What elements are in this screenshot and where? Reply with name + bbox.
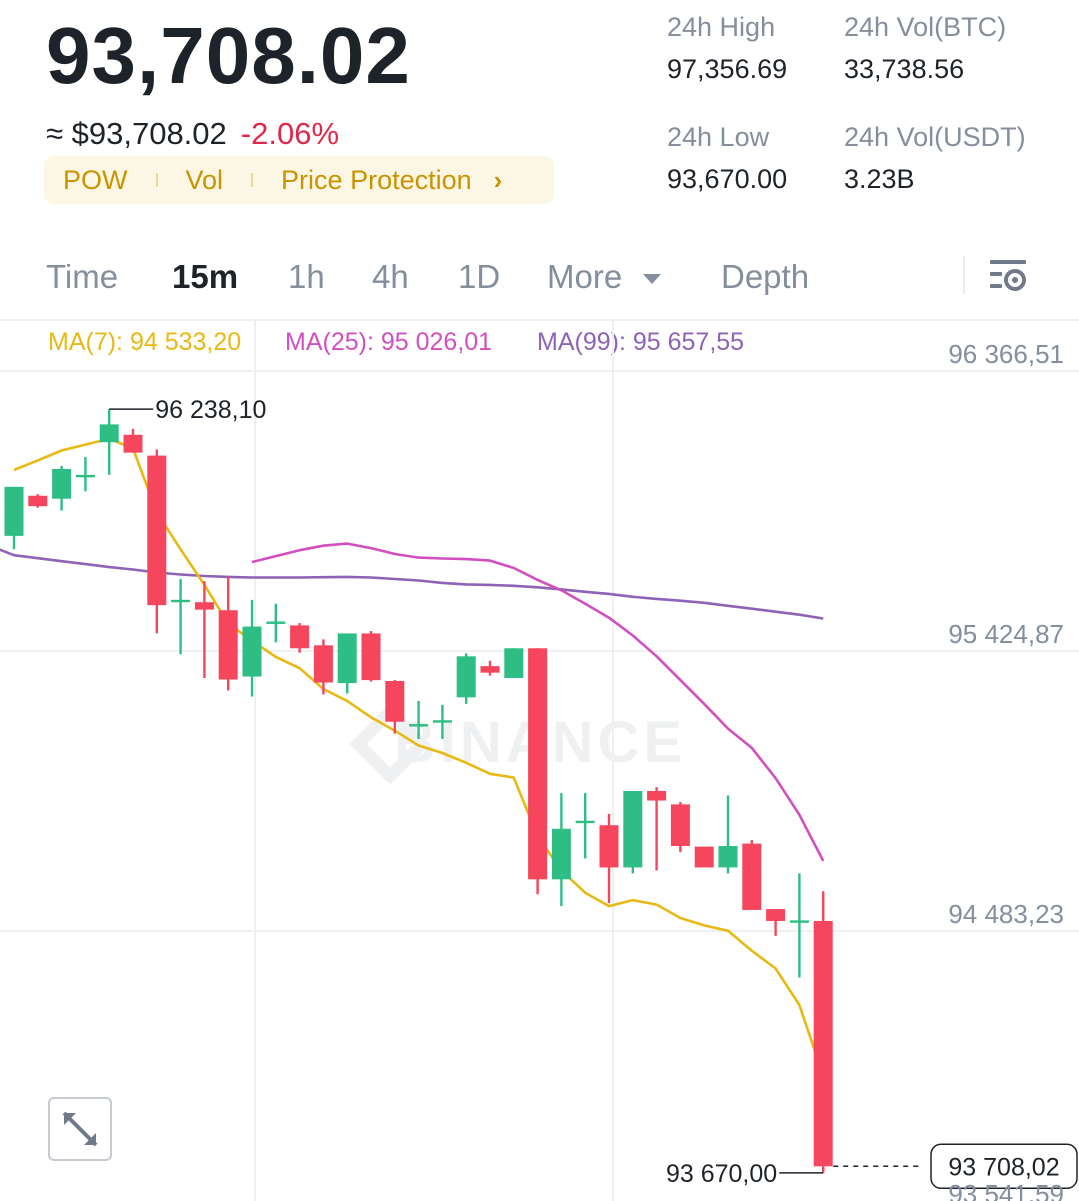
fiat-price-row: ≈ $93,708.02 -2.06% <box>46 114 339 154</box>
candle-body <box>409 724 429 727</box>
candle-body <box>218 610 238 680</box>
high-marker-label: 96 238,10 <box>155 396 266 424</box>
candle-body <box>52 468 72 499</box>
candle-body <box>123 434 143 453</box>
tag-vol[interactable]: Vol <box>185 164 224 195</box>
candle-body <box>480 666 500 673</box>
candle-body <box>385 680 405 722</box>
tab-depth[interactable]: Depth <box>721 258 810 295</box>
tab-time[interactable]: Time <box>46 258 119 295</box>
candle-body <box>194 602 214 610</box>
candle-body <box>75 474 95 478</box>
ma25-label: MA(25): 95 026,01 <box>285 328 493 356</box>
candle-body <box>575 820 595 824</box>
tab-1d[interactable]: 1D <box>458 258 501 295</box>
price-change-percent: -2.06% <box>240 116 340 151</box>
candle-body <box>28 495 48 507</box>
candle-body <box>504 648 524 679</box>
y-axis: 96 366,51 95 424,87 94 483,23 93 541,59 <box>948 339 1064 1201</box>
stat-24h-vol-btc-label: 24h Vol(BTC) <box>844 12 1007 42</box>
candle-body <box>528 648 548 880</box>
price-markers: 96 238,10 93 670,00 93 708,02 <box>109 396 1078 1190</box>
candle-body <box>99 424 119 443</box>
candle-body <box>290 625 310 649</box>
caret-down-icon <box>643 274 662 285</box>
candle-body <box>623 791 643 868</box>
stat-24h-vol-usdt-label: 24h Vol(USDT) <box>844 122 1026 152</box>
stat-24h-high-label: 24h High <box>667 12 776 42</box>
chevron-right-icon[interactable]: › <box>493 164 503 195</box>
candle-body <box>432 720 452 723</box>
y-tick-label: 95 424,87 <box>948 619 1064 649</box>
low-marker-label: 93 670,00 <box>666 1160 777 1188</box>
tag-divider <box>251 173 254 187</box>
stat-24h-high-value: 97,356.69 <box>667 54 788 84</box>
y-tick-label: 94 483,23 <box>948 899 1064 929</box>
stat-24h-vol-usdt-value: 3.23B <box>844 164 915 194</box>
stat-24h-low-label: 24h Low <box>667 122 770 152</box>
expand-button[interactable] <box>48 1097 112 1161</box>
candle-body <box>313 645 333 683</box>
ma99-line <box>0 548 824 620</box>
chart-top-border <box>0 319 1079 321</box>
candle-body <box>813 920 833 1167</box>
stat-24h-low-value: 93,670.00 <box>667 164 788 194</box>
candle-body <box>147 455 167 606</box>
tab-15m[interactable]: 15m <box>172 258 239 295</box>
tabs-divider <box>963 256 965 294</box>
ma7-label: MA(7): 94 533,20 <box>48 328 242 356</box>
ma99-label: MA(99): 95 657,55 <box>537 328 745 356</box>
candle-body <box>766 909 786 921</box>
candle-body <box>742 843 762 910</box>
candle-body <box>242 626 262 677</box>
y-tick-label: 93 541,59 <box>948 1179 1064 1201</box>
candle-body <box>4 486 24 536</box>
binance-logo-watermark <box>349 703 431 785</box>
last-price: 93,708.02 <box>46 11 411 100</box>
candle-body <box>171 599 191 603</box>
tag-divider <box>155 173 158 187</box>
tag-pow[interactable]: POW <box>63 164 128 195</box>
tab-1h[interactable]: 1h <box>288 258 325 295</box>
candle-body <box>456 656 476 698</box>
ma25-line <box>251 542 825 862</box>
stat-24h-vol-btc-value: 33,738.56 <box>844 54 965 84</box>
chart-settings-icon[interactable] <box>988 256 1028 296</box>
tab-more-label: More <box>547 258 623 295</box>
candle-body <box>789 920 809 923</box>
candle-body <box>718 846 738 868</box>
candle-body <box>694 846 714 868</box>
tags-bar[interactable]: POW Vol Price Protection › <box>44 156 554 204</box>
tab-more[interactable]: More <box>547 256 663 298</box>
candle-body <box>670 804 690 847</box>
candle-body <box>599 825 619 868</box>
last-price-label: 93 708,02 <box>948 1153 1059 1181</box>
candle-body <box>337 633 357 684</box>
expand-icon <box>62 1111 98 1147</box>
candle-body <box>551 828 571 880</box>
candle-body <box>266 621 286 624</box>
tag-price-protection[interactable]: Price Protection <box>281 164 472 195</box>
last-price-box[interactable] <box>930 1143 1078 1190</box>
candles <box>4 409 833 1173</box>
fiat-price: ≈ $93,708.02 <box>46 116 227 151</box>
tab-4h[interactable]: 4h <box>372 258 409 295</box>
candle-body <box>361 633 381 681</box>
candle-body <box>647 791 667 801</box>
y-tick-label: 96 366,51 <box>948 339 1064 369</box>
